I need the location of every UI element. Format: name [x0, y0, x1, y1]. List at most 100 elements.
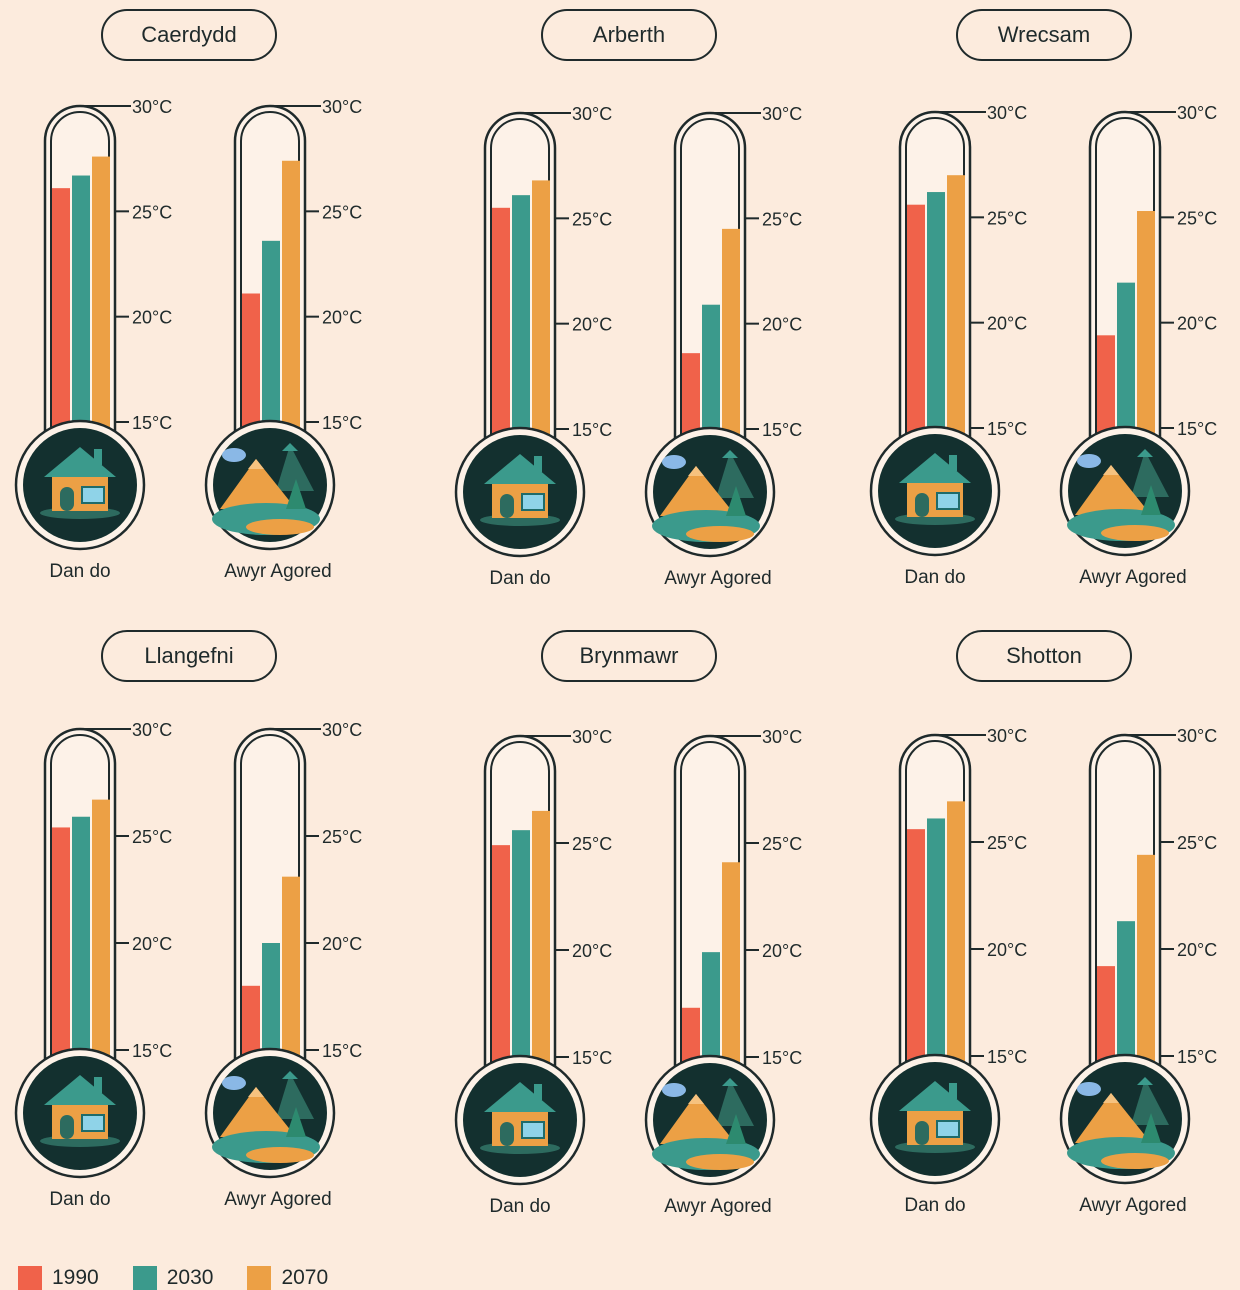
tick-label-20: 20°C [132, 308, 172, 328]
city-label-llangefni: Llangefni [101, 630, 277, 682]
tick-label-25: 25°C [322, 202, 362, 222]
cloud-shape [222, 448, 246, 462]
house-door [915, 493, 929, 517]
bar-1990-dan-do [907, 829, 925, 1099]
legend-swatch-1990 [18, 1266, 42, 1290]
mountain-snow [722, 1078, 738, 1086]
mountain-snow [722, 450, 738, 458]
house-chimney [949, 455, 957, 471]
thermometer-inner-outline [905, 740, 965, 1076]
pine-tree [1141, 485, 1161, 515]
category-label-awyr-agored: Awyr Agored [664, 568, 772, 589]
tick-label-30: 30°C [572, 727, 612, 747]
tick-label-15: 15°C [572, 420, 612, 440]
thermometer-inner-outline [50, 111, 110, 442]
cloud-shape [222, 1076, 246, 1090]
house-chimney [94, 449, 102, 465]
tick-label-25: 25°C [762, 834, 802, 854]
bar-2070-dan-do [947, 175, 965, 471]
tick-label-20: 20°C [1177, 314, 1217, 334]
mountain-snow [282, 443, 298, 451]
house-chimney [94, 1077, 102, 1093]
thermometer-wrecsam-dan-do: 30°C 25°C 20°C 15°C [869, 103, 1027, 557]
pine-tree [726, 1114, 746, 1144]
thermometer-llangefni-dan-do: 30°C 25°C 20°C 15°C [14, 720, 172, 1179]
tick-label-20: 20°C [987, 940, 1027, 960]
mountain [660, 1094, 736, 1144]
house-door [500, 494, 514, 518]
category-label-awyr-agored: Awyr Agored [224, 1189, 332, 1210]
thermometer-inner-outline [50, 734, 110, 1070]
path [686, 1154, 754, 1170]
chart-caerdydd: 30°C 25°C 20°C 15°C 30°C 25°C 20°C 15°C [14, 97, 362, 551]
tick-label-25: 25°C [1177, 208, 1217, 228]
category-label-dan-do: Dan do [904, 567, 966, 588]
tick-label-30: 30°C [322, 720, 362, 740]
tick-label-20: 20°C [1177, 940, 1217, 960]
path [246, 1147, 314, 1163]
city-label-arberth: Arberth [541, 9, 717, 61]
far-mountain [1131, 1079, 1169, 1125]
house-roof [484, 454, 556, 484]
chart-brynmawr: 30°C 25°C 20°C 15°C 30°C 25°C 20°C 15°C [454, 727, 802, 1186]
category-label-dan-do: Dan do [489, 1196, 551, 1217]
thermometer-caerdydd-awyr-agored: 30°C 25°C 20°C 15°C [204, 97, 362, 551]
tick-label-15: 15°C [572, 1048, 612, 1068]
bar-2030-dan-do [927, 818, 945, 1099]
bar-2030-dan-do [927, 192, 945, 471]
house-chimney [534, 1084, 542, 1100]
house-window [936, 492, 960, 510]
bar-2070-dan-do [532, 180, 550, 472]
tick-label-25: 25°C [987, 833, 1027, 853]
pine-tree [286, 479, 306, 509]
path [686, 526, 754, 542]
bar-2030-awyr-agored [1117, 282, 1135, 471]
legend-item-2030: 2030 [132, 1266, 213, 1290]
tick-label-20: 20°C [572, 315, 612, 335]
tick-label-25: 25°C [132, 827, 172, 847]
house-window [521, 493, 545, 511]
house-roof [484, 1082, 556, 1112]
mountain [220, 1087, 296, 1137]
legend-label-2070: 2070 [281, 1266, 329, 1289]
path [1101, 525, 1169, 541]
far-mountain [276, 445, 314, 491]
bar-2070-awyr-agored [1137, 211, 1155, 471]
path [1101, 1153, 1169, 1169]
tick-label-15: 15°C [132, 413, 172, 433]
legend-item-2070: 2070 [247, 1266, 328, 1290]
far-mountain [716, 1080, 754, 1126]
mountain-snow [1137, 449, 1153, 457]
tick-label-25: 25°C [132, 202, 172, 222]
tick-label-25: 25°C [1177, 833, 1217, 853]
bar-2030-dan-do [512, 195, 530, 472]
house-roof [899, 1081, 971, 1111]
cloud-shape [1077, 1082, 1101, 1096]
house-window [521, 1121, 545, 1139]
legend-swatch-2030 [132, 1266, 157, 1290]
thermometer-inner-outline [490, 741, 550, 1077]
tick-label-15: 15°C [1177, 419, 1217, 439]
mountain-peak [1103, 465, 1119, 475]
house-chimney [949, 1083, 957, 1099]
category-label-dan-do: Dan do [49, 561, 111, 582]
house-roof [899, 453, 971, 483]
bar-2070-dan-do [532, 810, 550, 1100]
thermometer-shotton-dan-do: 30°C 25°C 20°C 15°C [869, 726, 1027, 1185]
city-label-wrecsam: Wrecsam [956, 9, 1132, 61]
legend: 1990 2030 2070 [18, 1266, 328, 1290]
pine-tree [726, 486, 746, 516]
thermometer-inner-outline [680, 741, 740, 1077]
pine-tree [1141, 1113, 1161, 1143]
category-label-awyr-agored: Awyr Agored [664, 1196, 772, 1217]
mountain-peak [248, 1087, 264, 1097]
far-mountain [276, 1073, 314, 1119]
tick-label-30: 30°C [1177, 726, 1217, 746]
thermometer-inner-outline [1095, 117, 1155, 448]
cloud-shape [1077, 454, 1101, 468]
bar-2070-awyr-agored [282, 160, 300, 466]
bar-1990-dan-do [492, 207, 510, 473]
tick-label-25: 25°C [987, 208, 1027, 228]
bar-1990-dan-do [492, 845, 510, 1100]
